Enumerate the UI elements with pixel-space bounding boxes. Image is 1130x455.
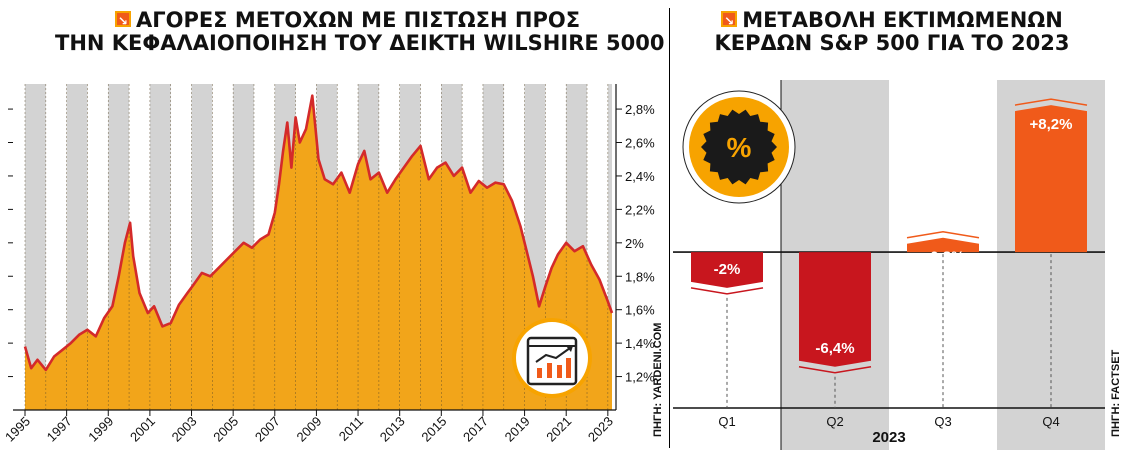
- series-area: [25, 95, 612, 410]
- x-tick-label: 2017: [460, 414, 491, 445]
- icon-bar: [566, 358, 571, 378]
- bar-chevron: [690, 287, 764, 295]
- y-tick-label: 2,4%: [625, 169, 655, 184]
- arrow-down-right-icon: ↘: [114, 11, 131, 28]
- category-label: Q3: [934, 414, 951, 429]
- right-title-line-1: ↘ ΜΕΤΑΒΟΛΗ ΕΚΤΙΜΩΜΕΝΩΝ: [682, 9, 1102, 32]
- icon-bar: [537, 368, 542, 378]
- y-tick-label: 2,2%: [625, 202, 655, 217]
- left-area-chart: 1,2% 1,4% 1,6% 1,8% 2% 2,2% 2,4% 2,6% 2,8% 1995 19…: [2, 84, 655, 445]
- x-axis-label: 2023: [872, 429, 905, 446]
- x-tick-label: 2001: [127, 414, 158, 445]
- y-tick-label: 1,4%: [625, 336, 655, 351]
- bar: [907, 237, 979, 253]
- icon-trend-line: [535, 347, 571, 363]
- series-line: [23, 94, 614, 372]
- y-tick-label: 2,8%: [625, 102, 655, 117]
- x-tick-label: 1999: [85, 414, 116, 445]
- left-source-label: ΠΗΓΗ: YARDENI.COM: [652, 322, 664, 437]
- y-tick-label: 2,6%: [625, 136, 655, 151]
- x-tick-label: 1997: [44, 414, 75, 445]
- category-label: Q4: [1042, 414, 1059, 429]
- x-tick-label: 2011: [336, 414, 366, 444]
- bar-value-label: +0,8%: [922, 249, 965, 266]
- y-tick-label: 2%: [625, 236, 644, 251]
- percent-badge-icon: %: [682, 90, 796, 204]
- bar: [691, 252, 763, 288]
- icon-bar: [557, 365, 562, 378]
- y-tick-label: 1,6%: [625, 303, 655, 318]
- bar-chevron: [798, 366, 872, 374]
- x-tick-label: 1995: [2, 414, 33, 445]
- y-tick-label: 1,8%: [625, 269, 655, 284]
- bar-chevron: [906, 230, 980, 239]
- badge-seal: [701, 109, 777, 185]
- panel-divider: [669, 8, 670, 448]
- bar-chevron: [1014, 98, 1088, 106]
- right-bar-chart: -2% Q1 -6,4% Q2 +0,8% Q3 +8,2% Q4 2023%: [673, 80, 1105, 450]
- year-band: [66, 84, 88, 410]
- icon-trend-arrow: [566, 346, 573, 352]
- x-tick-label: 2003: [169, 414, 200, 445]
- left-title-text-1: ΑΓΟΡΕΣ ΜΕΤΟΧΩΝ ΜΕ ΠΙΣΤΩΣΗ ΠΡΟΣ: [135, 8, 581, 32]
- chart-growth-icon: [512, 318, 592, 398]
- x-tick-label: 2019: [502, 414, 533, 445]
- badge-symbol: %: [727, 132, 752, 163]
- category-label: Q2: [826, 414, 843, 429]
- x-tick-label: 2023: [585, 414, 616, 445]
- x-tick-label: 2015: [418, 414, 449, 445]
- bar-value-label: -2%: [714, 261, 741, 278]
- right-chart-title: ↘ ΜΕΤΑΒΟΛΗ ΕΚΤΙΜΩΜΕΝΩΝ ΚΕΡΔΩΝ S&P 500 ΓΙΑ…: [682, 9, 1102, 55]
- right-title-line-2: ΚΕΡΔΩΝ S&P 500 ΓΙΑ ΤΟ 2023: [714, 31, 1070, 55]
- left-title-line-1: ↘ ΑΓΟΡΕΣ ΜΕΤΟΧΩΝ ΜΕ ΠΙΣΤΩΣΗ ΠΡΟΣ: [55, 9, 640, 32]
- right-source-label: ΠΗΓΗ: FACTSET: [1110, 349, 1122, 437]
- y-tick-label: 1,2%: [625, 370, 655, 385]
- left-chart-title: ↘ ΑΓΟΡΕΣ ΜΕΤΟΧΩΝ ΜΕ ΠΙΣΤΩΣΗ ΠΡΟΣ ΤΗΝ ΚΕΦΑ…: [55, 9, 665, 55]
- bar: [799, 252, 871, 367]
- icon-bar: [547, 363, 552, 378]
- x-tick-label: 2021: [543, 414, 574, 445]
- x-tick-label: 2007: [252, 414, 283, 445]
- right-title-text-1: ΜΕΤΑΒΟΛΗ ΕΚΤΙΜΩΜΕΝΩΝ: [742, 8, 1063, 32]
- left-title-line-2: ΤΗΝ ΚΕΦΑΛΑΙΟΠΟΙΗΣΗ ΤΟΥ ΔΕΙΚΤΗ WILSHIRE 5…: [55, 31, 665, 55]
- bar-value-label: +8,2%: [1030, 116, 1073, 133]
- x-tick-label: 2005: [210, 414, 241, 445]
- year-band: [25, 84, 46, 410]
- icon-frame: [526, 336, 578, 386]
- x-tick-label: 2013: [377, 414, 408, 445]
- x-tick-label: 2009: [293, 414, 324, 445]
- bar: [1015, 105, 1087, 253]
- arrow-down-right-icon: ↘: [721, 11, 738, 28]
- bar-value-label: -6,4%: [815, 340, 854, 357]
- category-label: Q1: [718, 414, 735, 429]
- year-band: [607, 84, 612, 410]
